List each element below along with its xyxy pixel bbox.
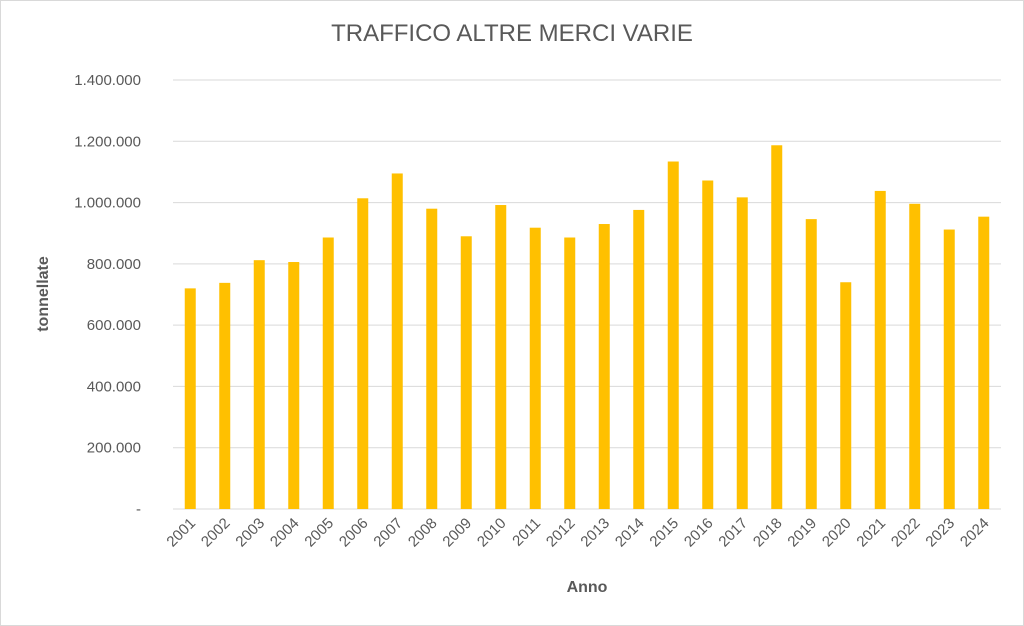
x-tick-label: 2023: [922, 515, 958, 551]
bar-2018: [771, 145, 783, 509]
x-tick-label: 2010: [474, 515, 510, 551]
y-tick-label: 1.200.000: [74, 133, 141, 150]
bar-2011: [529, 227, 541, 509]
x-tick-label: 2009: [439, 515, 475, 551]
y-tick-labels: - 200.000 400.000 600.000 800.000 1.000.000 1.…: [74, 72, 141, 518]
x-tick-label: 2008: [405, 515, 441, 551]
chart-title: TRAFFICO ALTRE MERCI VARIE: [331, 20, 693, 47]
x-tick-label: 2021: [853, 515, 889, 551]
y-tick-label: 1.400.000: [74, 72, 141, 89]
x-tick-label: 2011: [509, 515, 544, 550]
x-tick-label: 2002: [198, 515, 234, 551]
bar-2008: [426, 208, 438, 509]
gridlines: [173, 79, 1001, 510]
bar-2015: [667, 161, 679, 509]
bar-2002: [219, 282, 231, 509]
bar-2020: [840, 282, 852, 509]
x-tick-label: 2012: [543, 515, 579, 551]
y-axis-title: tonnellate: [35, 256, 52, 332]
x-tick-label: 2007: [370, 515, 406, 551]
bar-2001: [184, 288, 196, 509]
y-tick-label: 600.000: [87, 317, 141, 334]
bar-2017: [736, 197, 748, 510]
y-tick-label: 200.000: [87, 440, 141, 457]
bar-2016: [702, 180, 714, 509]
x-tick-label: 2015: [646, 515, 682, 551]
bar-2022: [909, 203, 921, 509]
x-tick-label: 2019: [784, 515, 820, 551]
x-tick-label: 2018: [750, 515, 786, 551]
bars: [184, 145, 990, 510]
x-tick-label: 2003: [232, 515, 268, 551]
x-tick-label: 2001: [163, 515, 199, 551]
y-tick-label: 800.000: [87, 256, 141, 273]
x-tick-label: 2017: [715, 515, 751, 551]
x-tick-label: 2013: [577, 515, 613, 551]
bar-2006: [357, 198, 369, 509]
bar-2014: [633, 209, 645, 509]
bar-2013: [598, 224, 610, 509]
bar-2021: [874, 190, 886, 510]
bar-2004: [288, 262, 300, 509]
x-tick-label: 2024: [957, 515, 993, 551]
x-tick-label: 2016: [681, 515, 717, 551]
bar-2007: [391, 173, 403, 510]
bar-2024: [978, 216, 990, 509]
bar-2005: [322, 237, 334, 510]
bar-2019: [805, 219, 817, 509]
y-tick-label: -: [136, 501, 141, 518]
x-tick-label: 2004: [267, 515, 303, 551]
x-tick-label: 2014: [612, 515, 648, 551]
x-tick-label: 2005: [301, 515, 337, 551]
bar-2023: [943, 229, 955, 509]
x-tick-labels: 2001200220032004200520062007200820092010…: [163, 515, 992, 551]
x-tick-label: 2020: [819, 515, 855, 551]
bar-2010: [495, 205, 507, 509]
bar-2003: [253, 260, 265, 509]
y-tick-label: 1.000.000: [74, 195, 141, 212]
bar-2012: [564, 237, 576, 510]
x-tick-label: 2006: [336, 515, 372, 551]
x-axis-title: Anno: [567, 579, 608, 596]
x-tick-label: 2022: [888, 515, 924, 551]
y-tick-label: 400.000: [87, 378, 141, 395]
bar-2009: [460, 236, 472, 509]
